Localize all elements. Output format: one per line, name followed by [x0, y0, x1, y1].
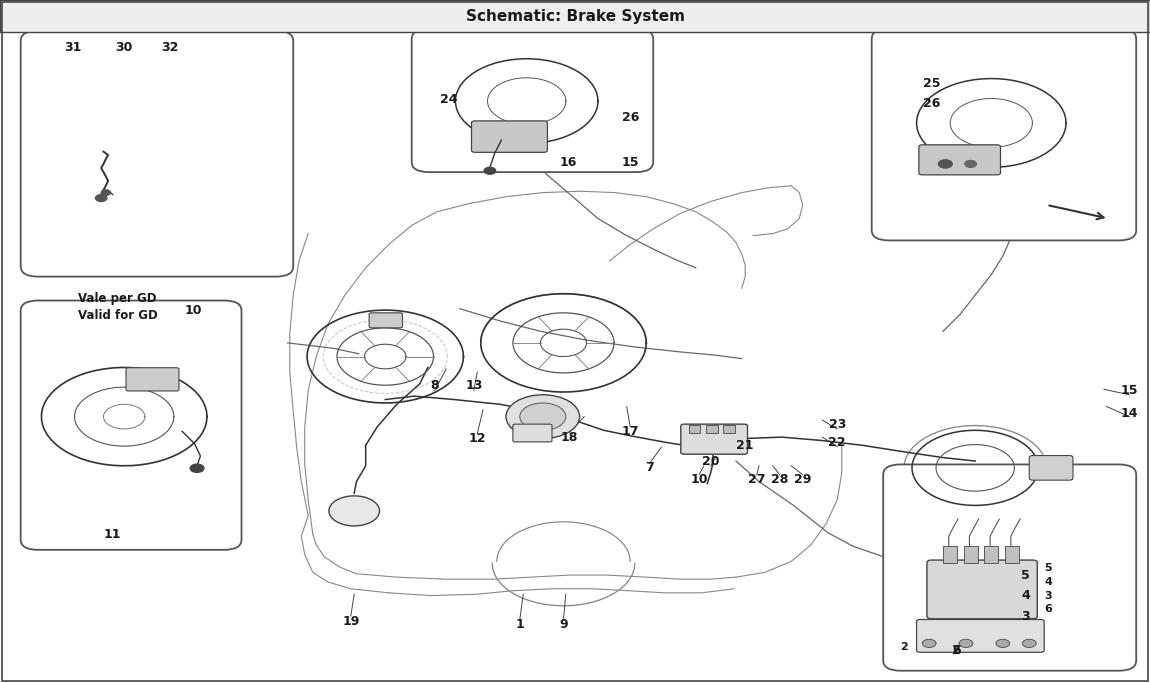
Bar: [964, 546, 978, 563]
FancyBboxPatch shape: [21, 301, 242, 550]
FancyBboxPatch shape: [927, 560, 1037, 619]
Text: 16: 16: [559, 156, 577, 169]
Text: 21: 21: [736, 438, 754, 452]
Text: 29: 29: [793, 473, 812, 486]
Circle shape: [996, 639, 1010, 647]
Circle shape: [520, 403, 566, 430]
Text: 28: 28: [770, 473, 789, 486]
Text: 6: 6: [1044, 604, 1052, 614]
Text: 2: 2: [900, 643, 907, 652]
Text: 9: 9: [559, 618, 568, 632]
FancyBboxPatch shape: [412, 29, 653, 172]
Text: 4: 4: [1021, 589, 1030, 602]
Circle shape: [938, 160, 952, 168]
Text: Vale per GD
Valid for GD: Vale per GD Valid for GD: [78, 292, 158, 322]
Text: 12: 12: [468, 432, 486, 445]
FancyBboxPatch shape: [872, 29, 1136, 240]
Text: 7: 7: [645, 461, 654, 475]
Text: 4: 4: [1044, 577, 1052, 587]
Bar: [0, 0, 1150, 32]
Circle shape: [95, 195, 107, 201]
Bar: [1005, 546, 1019, 563]
Text: 17: 17: [621, 425, 639, 438]
Bar: [943, 546, 957, 563]
Bar: [723, 425, 735, 433]
Circle shape: [965, 161, 976, 167]
Text: 27: 27: [748, 473, 766, 486]
Text: 11: 11: [104, 527, 122, 541]
FancyBboxPatch shape: [472, 121, 547, 152]
Circle shape: [190, 464, 204, 473]
Text: 30: 30: [115, 41, 133, 55]
Text: 31: 31: [63, 41, 82, 55]
Text: 5: 5: [1021, 568, 1030, 582]
Circle shape: [484, 167, 496, 174]
Text: 18: 18: [560, 430, 578, 444]
FancyBboxPatch shape: [883, 464, 1136, 671]
FancyBboxPatch shape: [369, 313, 402, 328]
Text: 25: 25: [922, 76, 941, 90]
FancyBboxPatch shape: [126, 367, 179, 391]
Circle shape: [329, 496, 380, 526]
FancyBboxPatch shape: [513, 424, 552, 442]
Circle shape: [506, 395, 580, 438]
Text: 22: 22: [828, 436, 846, 449]
Text: 15: 15: [621, 156, 639, 169]
FancyBboxPatch shape: [917, 619, 1044, 652]
Text: Schematic: Brake System: Schematic: Brake System: [466, 8, 684, 23]
Text: 19: 19: [342, 615, 360, 628]
Bar: [706, 425, 718, 433]
Text: 3: 3: [1021, 609, 1030, 623]
Bar: [984, 546, 998, 563]
Text: 14: 14: [1120, 406, 1138, 420]
Text: 1: 1: [515, 618, 524, 632]
Circle shape: [101, 190, 110, 195]
Text: 10: 10: [690, 473, 708, 486]
Circle shape: [959, 639, 973, 647]
Text: 6: 6: [952, 643, 961, 657]
Text: 13: 13: [465, 379, 483, 393]
Text: 26: 26: [922, 97, 941, 111]
FancyBboxPatch shape: [681, 424, 748, 454]
Bar: [689, 425, 700, 433]
Text: 26: 26: [621, 111, 639, 124]
Text: 32: 32: [161, 41, 179, 55]
FancyBboxPatch shape: [21, 31, 293, 277]
Text: 23: 23: [828, 418, 846, 432]
Text: 5: 5: [1044, 563, 1052, 573]
Text: 20: 20: [702, 454, 720, 468]
FancyBboxPatch shape: [1029, 456, 1073, 480]
Text: 15: 15: [1120, 384, 1138, 398]
Text: 2: 2: [952, 643, 961, 657]
Circle shape: [1022, 639, 1036, 647]
Text: 10: 10: [184, 304, 202, 318]
Text: 8: 8: [430, 379, 439, 393]
Text: 24: 24: [439, 92, 458, 106]
Text: 3: 3: [1044, 591, 1052, 600]
FancyBboxPatch shape: [919, 145, 1000, 175]
Circle shape: [922, 639, 936, 647]
